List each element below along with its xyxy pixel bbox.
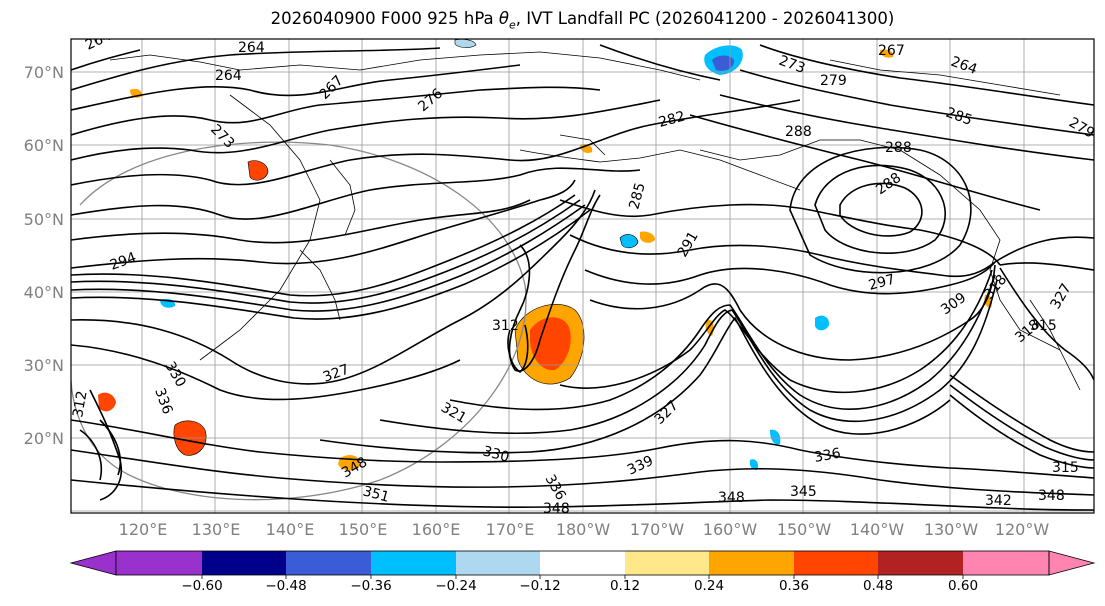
lat-label: 60°N: [23, 136, 64, 155]
negative-anomaly-patch: [712, 55, 735, 71]
lon-label: 140°E: [265, 520, 315, 539]
colorbar-segment: [709, 551, 794, 575]
contour-label: 264: [215, 68, 242, 84]
positive-anomaly-patch: [530, 317, 571, 371]
anomaly-patches: [98, 39, 993, 471]
lon-label: 180°W: [555, 520, 611, 539]
landfall-region-outline: [71, 141, 527, 501]
lon-label: 140°W: [849, 520, 905, 539]
positive-anomaly-patch: [880, 49, 894, 58]
lon-label: 150°E: [338, 520, 388, 539]
colorbar-segment: [963, 551, 1049, 575]
colorbar-tick-label: 0.12: [609, 578, 641, 594]
lon-label: 120°E: [118, 520, 168, 539]
lat-label: 40°N: [23, 283, 64, 302]
colorbar-segment: [116, 551, 202, 575]
graticule: [71, 39, 1094, 513]
positive-anomaly-patch: [247, 160, 269, 181]
contour-label: 348: [718, 490, 745, 506]
colorbar-segment: [540, 551, 625, 575]
lon-label: 170°W: [629, 520, 685, 539]
colorbar-segment: [202, 551, 286, 575]
colorbar-segment: [286, 551, 371, 575]
negative-anomaly-patch: [619, 234, 639, 249]
contour-label: 348: [1038, 488, 1065, 504]
negative-anomaly-patch: [770, 429, 781, 445]
colorbar-segment: [371, 551, 456, 575]
colorbar-tick-label: −0.48: [265, 578, 307, 594]
negative-anomaly-patch: [749, 459, 759, 470]
colorbar-segment: [794, 551, 878, 575]
colorbar-tick-label: 0.60: [947, 578, 979, 594]
contour-label: 267: [878, 43, 905, 59]
coastlines: [109, 51, 1081, 391]
contour-label: 351: [361, 483, 391, 505]
contour-label: 282: [657, 108, 687, 130]
colorbar-tick-label: −0.12: [519, 578, 561, 594]
colorbar-tick-label: −0.36: [350, 578, 392, 594]
colorbar-segment: [625, 551, 709, 575]
contour-label: 348: [543, 501, 570, 517]
lon-label: 160°W: [702, 520, 758, 539]
negative-anomaly-patch: [815, 315, 830, 331]
positive-anomaly-patch: [98, 392, 116, 412]
contour-label: 288: [885, 140, 912, 156]
lon-label: 150°W: [776, 520, 832, 539]
contour-label: 312: [70, 390, 90, 419]
lon-label: 160°E: [411, 520, 461, 539]
colorbar-segment: [456, 551, 540, 575]
lat-label: 20°N: [23, 429, 64, 448]
contour-label: 285: [626, 181, 648, 211]
contour-label: 288: [785, 124, 812, 140]
contour-label: 342: [985, 493, 1012, 509]
contour-label: 264: [238, 40, 265, 56]
colorbar-tick-label: 0.48: [862, 578, 894, 594]
map-frame: [70, 38, 1095, 514]
colorbar-extend-max: [1048, 550, 1096, 576]
lon-label: 120°W: [994, 520, 1050, 539]
map-title: 2026040900 F000 925 hPa θe, IVT Landfall…: [270, 9, 895, 32]
lon-label: 170°E: [485, 520, 535, 539]
contour-label: 336: [813, 446, 842, 466]
colorbar-extend-min: [69, 550, 117, 576]
contour-label: 330: [481, 443, 511, 465]
contour-label: 315: [1030, 318, 1057, 334]
contour-label: 279: [820, 73, 847, 89]
lat-label: 50°N: [23, 210, 64, 229]
contour-label: 297: [867, 271, 897, 293]
theta-e-contours: [71, 44, 1094, 511]
contour-label: 315: [1052, 460, 1079, 476]
colorbar-tick-label: −0.60: [181, 578, 223, 594]
colorbar-segment: [878, 551, 963, 575]
colorbar-tick-label: 0.24: [693, 578, 725, 594]
contour-label: 345: [790, 484, 817, 500]
lat-label: 70°N: [23, 63, 64, 82]
colorbar: [69, 550, 1096, 579]
lat-label: 30°N: [23, 356, 64, 375]
contour-label: 312: [492, 318, 519, 334]
lon-label: 130°W: [923, 520, 979, 539]
lon-label: 130°E: [191, 520, 241, 539]
positive-anomaly-patch: [640, 231, 656, 243]
colorbar-tick-label: −0.24: [435, 578, 477, 594]
colorbar-tick-label: 0.36: [778, 578, 810, 594]
